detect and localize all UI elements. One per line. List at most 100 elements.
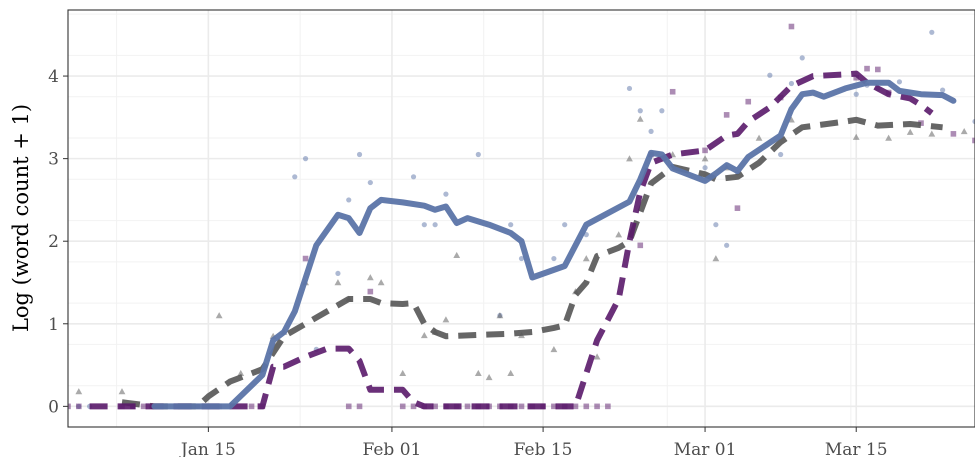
data-point-triangle [636,115,644,122]
data-point-triangle [215,312,223,319]
data-point-square [248,403,255,410]
data-point-triangle [474,369,482,377]
data-point-square [551,403,557,410]
data-point-circle [637,108,643,114]
series-line-dashed [121,116,943,410]
data-point-circle [799,55,805,61]
data-point-circle [551,255,557,262]
data-point-circle [929,29,935,35]
data-point-circle [410,174,417,180]
y-axis: 0 1 2 3 4 [48,67,68,417]
y-tick-label: 0 [48,397,59,417]
data-point-circle [778,151,784,158]
data-point-circle [724,242,730,248]
data-point-square [75,403,82,410]
data-point-circle [421,222,427,228]
series-line-solid [151,79,957,410]
data-point-square [669,88,676,95]
data-point-circle [335,270,341,277]
y-tick-label: 1 [48,315,59,335]
data-point-square [572,403,579,410]
x-tick-label: Feb 01 [362,440,421,457]
plot-panel-border [67,9,975,428]
x-tick-label: Jan 15 [179,440,236,457]
data-point-circle [356,151,363,158]
data-point-circle [562,222,568,228]
data-point-square [734,205,741,211]
x-axis: Jan 15 Feb 01 Feb 15 Mar 01 Mar 15 [179,427,888,457]
x-tick-label: Mar 01 [674,440,737,457]
x-tick-label: Feb 15 [514,440,573,457]
data-point-square [594,403,600,410]
data-point-triangle [928,130,936,137]
data-point-triangle [626,155,633,162]
data-point-circle [767,72,773,78]
data-point-triangle [399,369,407,377]
data-point-square [410,403,417,410]
y-tick-label: 3 [48,150,59,170]
data-point-square [518,403,525,410]
data-point-triangle [582,255,590,262]
data-point-circle [896,79,903,85]
data-point-circle [518,255,525,262]
data-point-triangle [377,279,385,286]
data-point-circle [475,151,481,158]
y-tick-label: 2 [48,232,59,252]
data-point-square [950,131,957,137]
data-point-square [637,242,644,249]
data-point-square [788,23,795,30]
data-point-triangle [507,369,515,377]
data-point-triangle [442,316,450,323]
data-point-triangle [593,353,601,360]
data-point-square [745,98,752,105]
data-point-circle [367,179,373,186]
data-point-square [367,288,374,295]
data-point-circle [626,85,633,92]
data-point-triangle [366,274,374,281]
data-point-circle [346,197,352,203]
data-point-square [356,403,363,410]
data-point-circle [432,222,438,228]
data-point-triangle [118,388,126,395]
data-point-triangle [615,231,623,238]
data-point-triangle [906,128,914,135]
data-point-triangle [420,331,428,339]
data-point-triangle [960,127,968,135]
data-point-square [399,403,406,410]
data-point-square [864,65,870,72]
data-point-triangle [334,279,342,286]
data-point-circle [702,165,708,171]
data-point-triangle [712,255,720,262]
data-point-square [702,147,708,154]
data-point-circle [853,91,859,97]
data-point-triangle [237,369,245,377]
points-layer [68,23,975,410]
data-point-triangle [485,374,493,381]
data-point-square [853,74,860,81]
data-point-square [583,403,590,410]
data-point-circle [302,156,309,162]
data-point-square [345,403,352,410]
data-point-triangle [755,134,763,141]
y-tick-label: 4 [48,67,59,87]
lines-layer [89,70,957,410]
data-point-triangle [885,134,893,141]
data-point-square [972,137,975,144]
data-point-square [605,403,611,410]
series-line-dashed [89,70,934,410]
data-point-square [464,403,471,410]
data-point-triangle [852,133,860,140]
data-point-circle [713,222,719,228]
data-point-square [140,403,147,410]
data-point-circle [648,128,654,134]
data-point-square [432,403,438,410]
data-point-triangle [75,388,83,395]
data-point-triangle [550,345,558,353]
data-point-circle [940,87,946,93]
data-point-square [68,403,71,410]
data-point-triangle [496,312,504,319]
data-point-circle [972,118,975,125]
data-point-triangle [453,251,461,258]
